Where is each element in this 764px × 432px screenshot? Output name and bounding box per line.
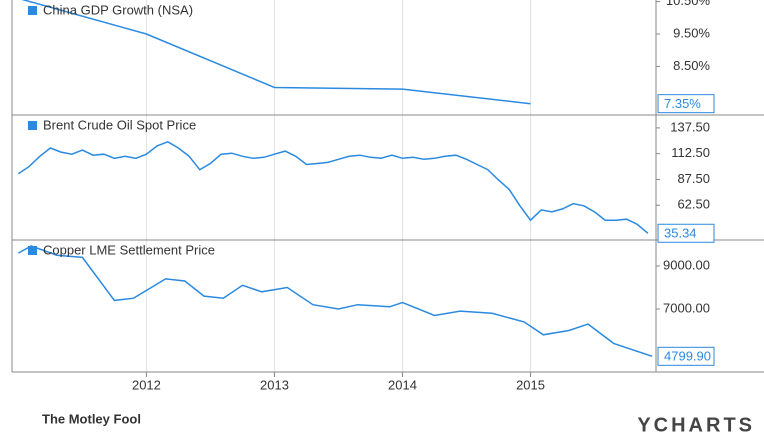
footer-brand: The Motley Fool	[42, 411, 141, 426]
legend-label: Brent Crude Oil Spot Price	[43, 117, 196, 132]
y-tick-label: 8.50%	[673, 58, 710, 73]
x-tick-label: 2013	[260, 377, 289, 392]
legend-label: China GDP Growth (NSA)	[43, 2, 193, 17]
last-value-box	[657, 346, 715, 366]
legend-label: Copper LME Settlement Price	[43, 242, 215, 257]
y-tick-label: 137.50	[670, 119, 710, 134]
last-value-box	[657, 94, 715, 114]
y-tick-label: 10.50%	[666, 0, 711, 8]
x-tick-label: 2014	[388, 377, 417, 392]
y-tick-label: 112.50	[671, 145, 710, 160]
last-value-box	[657, 223, 715, 243]
y-tick-label: 7000.00	[663, 300, 710, 315]
last-value-label: 35.34	[664, 226, 697, 241]
legend-swatch	[28, 246, 37, 255]
y-tick-label: 87.50	[677, 171, 710, 186]
line-series	[18, 245, 653, 358]
last-value-label: 4799.90	[664, 349, 711, 364]
footer-source: YCHARTS	[637, 414, 755, 432]
x-tick-label: 2012	[132, 377, 161, 392]
y-tick-label: 9000.00	[663, 257, 710, 272]
line-series	[17, 140, 649, 234]
legend-swatch	[28, 6, 37, 15]
line-series	[21, 0, 531, 105]
y-tick-label: 62.50	[677, 197, 710, 212]
y-tick-label: 9.50%	[673, 25, 710, 40]
legend-swatch	[28, 121, 37, 130]
x-tick-label: 2015	[516, 377, 545, 392]
last-value-label: 7.35%	[664, 96, 701, 111]
